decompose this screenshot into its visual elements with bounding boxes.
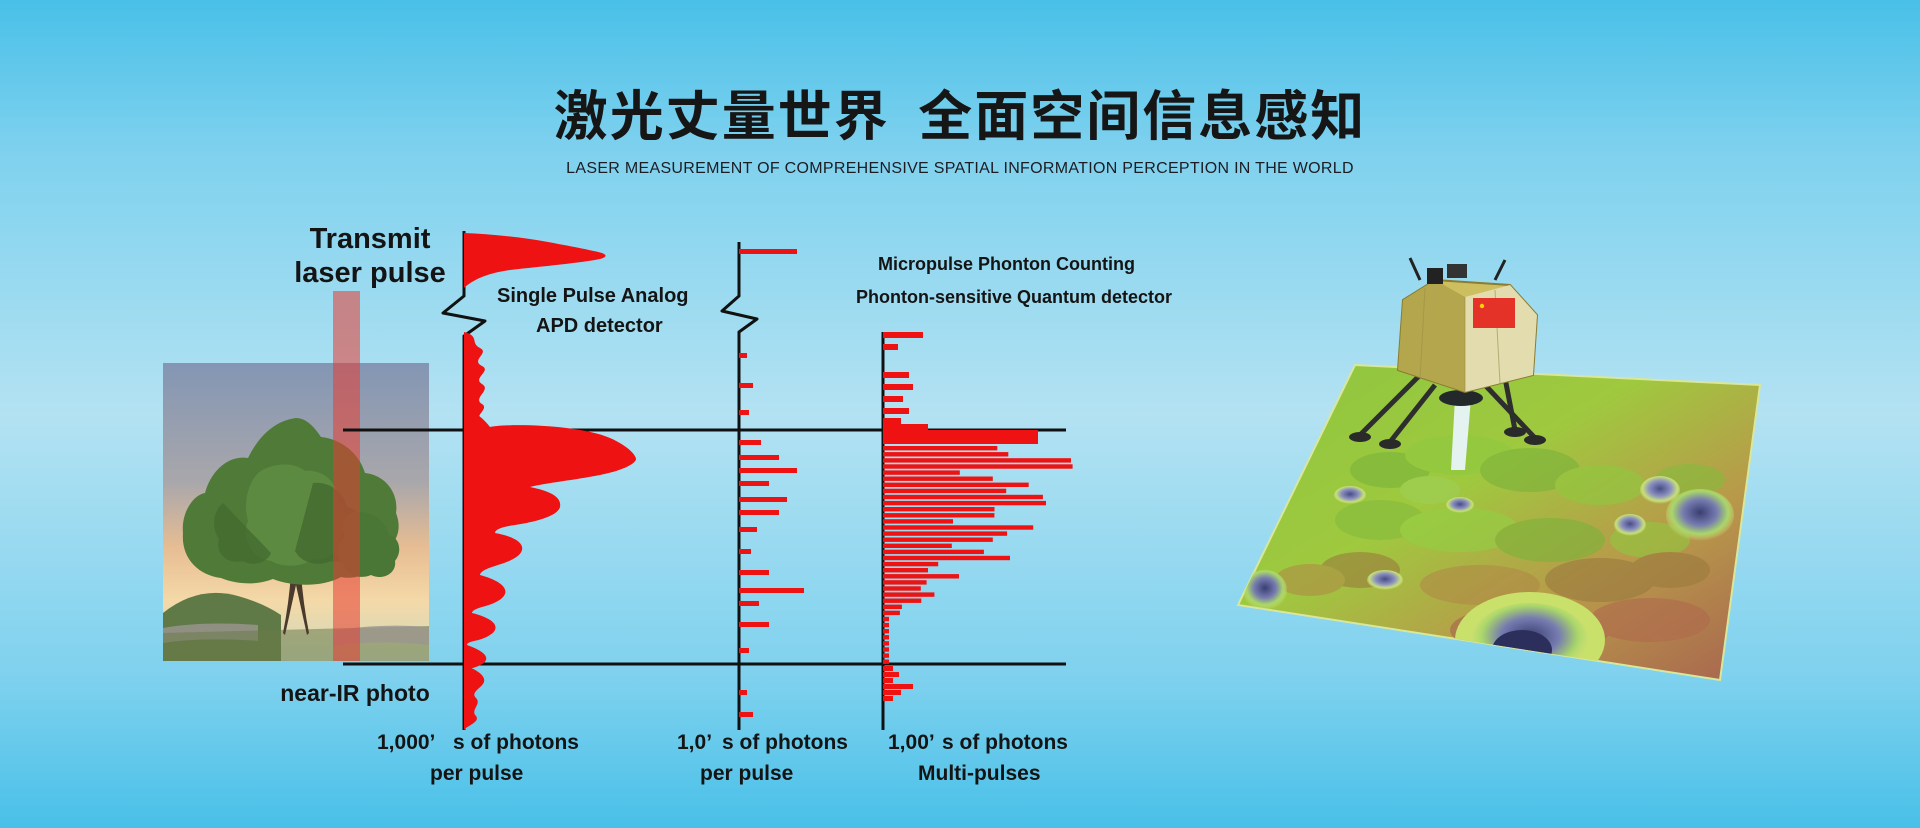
svg-text:Micropulse Phonton Counting: Micropulse Phonton Counting bbox=[878, 254, 1135, 274]
svg-text:1,000’: 1,000’ bbox=[377, 731, 435, 754]
svg-text:per pulse: per pulse bbox=[700, 762, 793, 785]
svg-text:APD detector: APD detector bbox=[536, 315, 663, 337]
svg-text:s of photons: s of photons bbox=[453, 731, 579, 754]
svg-text:1,0’: 1,0’ bbox=[677, 731, 712, 754]
svg-text:per pulse: per pulse bbox=[430, 762, 523, 785]
svg-text:Single Pulse Analog: Single Pulse Analog bbox=[497, 285, 689, 307]
svg-text:Multi-pulses: Multi-pulses bbox=[918, 762, 1041, 785]
svg-text:s of photons: s of photons bbox=[722, 731, 848, 754]
svg-text:1,00’: 1,00’ bbox=[888, 731, 935, 754]
svg-text:s of photons: s of photons bbox=[942, 731, 1068, 754]
svg-text:Phonton-sensitive Quantum dete: Phonton-sensitive Quantum detector bbox=[856, 287, 1172, 307]
